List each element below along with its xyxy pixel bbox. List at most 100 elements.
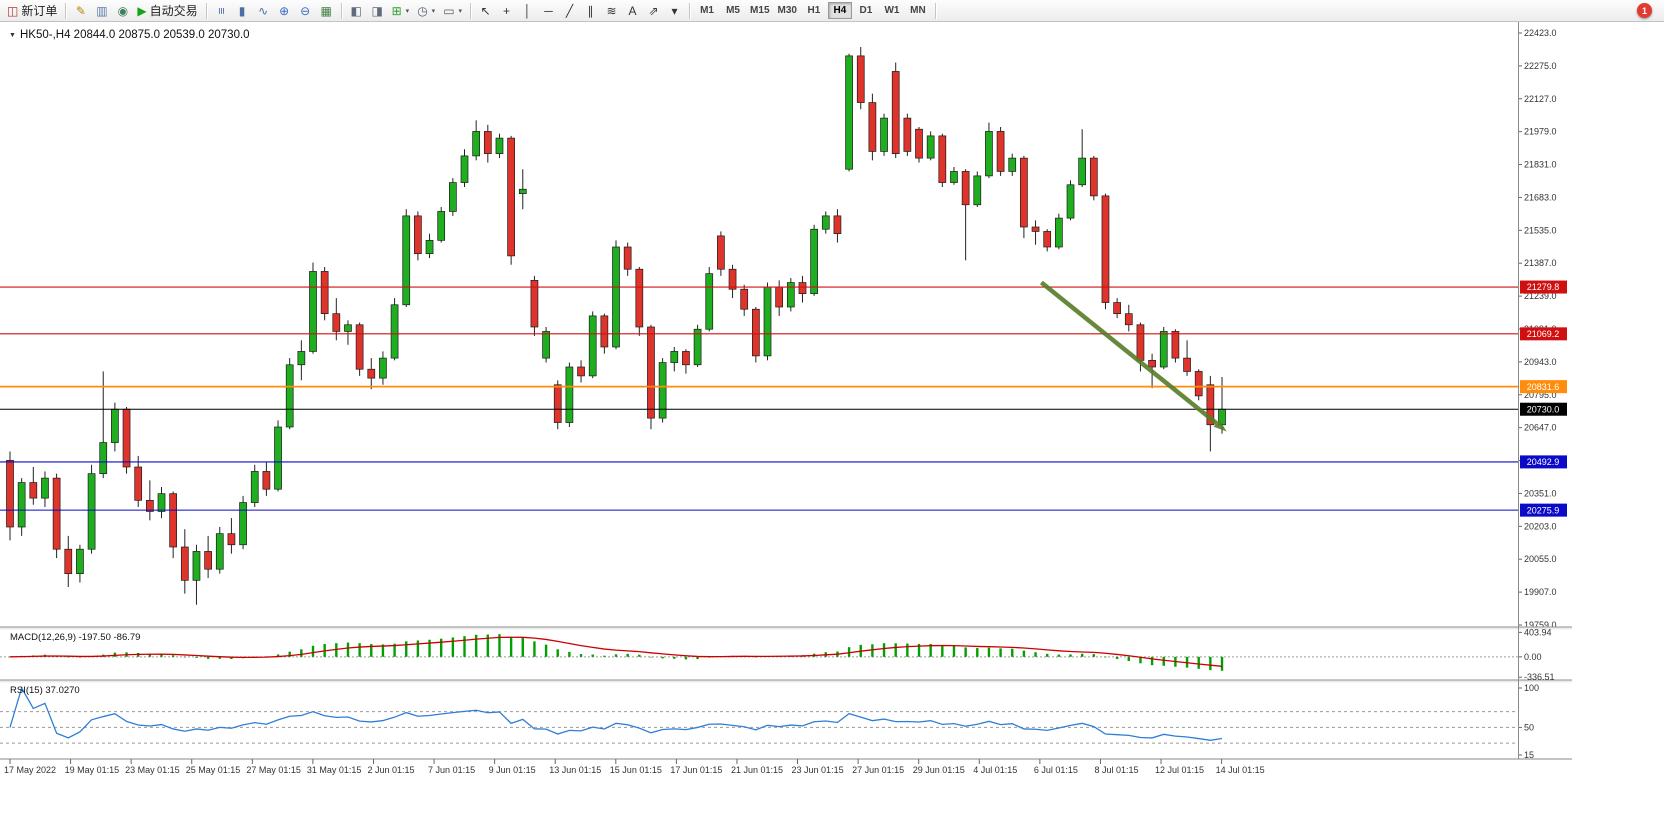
cascade-chart-button[interactable]: ◨ — [367, 1, 388, 20]
candle-body — [169, 493, 178, 548]
chart-area[interactable]: 22423.0 22275.0 22127.0 21979.0 21831.0 21683… — [0, 22, 1664, 833]
vertical-line-button[interactable]: │ — [517, 1, 538, 20]
shapes-dropdown-button[interactable]: ▾ — [664, 1, 685, 20]
line-chart-icon: ∿ — [258, 3, 269, 18]
line-price-label: 20831.6 — [1527, 382, 1560, 392]
trend-arrow-object[interactable] — [1039, 280, 1227, 432]
macd-axis-label: -336.51 — [1524, 672, 1555, 682]
macd-bar — [696, 656, 699, 660]
line-price-label-box — [1520, 280, 1567, 294]
bar-chart-button[interactable]: ≡ — [211, 1, 232, 20]
macd-bar — [78, 656, 82, 658]
candle-body — [961, 171, 970, 206]
horizontal-line-button[interactable]: ─ — [538, 1, 559, 20]
candle-body — [1148, 359, 1156, 368]
candle-body — [17, 482, 26, 528]
candle-body — [880, 117, 888, 152]
macd-bar — [358, 643, 361, 657]
candle-body — [1101, 195, 1110, 303]
periods-button[interactable]: ◷ ▾ — [413, 1, 439, 20]
cursor-button[interactable]: ↖ — [475, 1, 496, 20]
candlestick-chart-icon: ▮ — [238, 3, 246, 18]
macd-bar — [1209, 656, 1212, 671]
price-tick-label: 19907.0 — [1524, 587, 1557, 597]
autotrading-button[interactable]: ▶ 自动交易 — [133, 1, 201, 20]
zoom-in-button[interactable]: ⊕ — [274, 1, 295, 20]
candle-body — [41, 477, 49, 499]
autotrading-play-icon: ▶ — [137, 3, 147, 18]
candle-body — [763, 286, 772, 357]
candle-body — [775, 286, 784, 308]
price-tick-label: 21979.0 — [1524, 127, 1557, 137]
indicators-button[interactable]: ⊞ ▾ — [388, 1, 414, 20]
macd-bar — [300, 649, 303, 657]
macd-bar — [906, 643, 909, 657]
candle-body — [1008, 157, 1017, 172]
crosshair-button[interactable]: + — [496, 1, 517, 20]
macd-bar — [987, 647, 991, 657]
timeframe-m5[interactable]: M5 — [721, 2, 745, 19]
data-window-button[interactable]: ▥ — [91, 1, 112, 20]
macd-bar — [1011, 648, 1014, 657]
time-tick-label: 15 Jun 01:15 — [610, 765, 662, 775]
line-price-label-box — [1520, 380, 1567, 394]
candlestick-chart-button[interactable]: ▮ — [232, 1, 253, 20]
candle-body — [542, 331, 550, 359]
macd-bar — [230, 656, 233, 660]
candle-body — [658, 362, 667, 419]
candle-body — [1124, 313, 1133, 326]
candle-body — [134, 466, 143, 501]
candle-body — [239, 502, 247, 546]
candle-body — [821, 215, 830, 230]
time-tick-label: 7 Jun 01:15 — [428, 765, 475, 775]
macd-bar — [346, 642, 350, 657]
time-tick-label: 9 Jun 01:15 — [489, 765, 536, 775]
options-button[interactable]: ◉ — [112, 1, 133, 20]
price-tick-label: 22127.0 — [1524, 94, 1557, 104]
pane-divider-band — [0, 627, 1572, 630]
candle-body — [973, 175, 982, 206]
tile-windows-button[interactable]: ▦ — [316, 1, 337, 20]
zoom-out-button[interactable]: ⊖ — [295, 1, 316, 20]
rsi-axis-label: 15 — [1524, 750, 1534, 760]
time-tick-label: 2 Jun 01:15 — [367, 765, 414, 775]
new-order-button[interactable]: ◫ 新订单 — [3, 1, 61, 20]
macd-bar — [603, 655, 606, 657]
notification-badge[interactable]: 1 — [1637, 3, 1652, 18]
channel-button[interactable]: ∥ — [580, 1, 601, 20]
timeframe-m15[interactable]: M15 — [747, 2, 772, 19]
candle-body — [111, 408, 119, 443]
candle-body — [1043, 231, 1052, 248]
chart-canvas[interactable]: 22423.0 22275.0 22127.0 21979.0 21831.0 21683… — [0, 22, 1664, 833]
price-tick-label: 20795.0 — [1524, 390, 1557, 400]
timeframe-mn[interactable]: MN — [906, 2, 930, 19]
timeframe-m30[interactable]: M30 — [775, 2, 800, 19]
arrange-chart-button[interactable]: ◧ — [346, 1, 367, 20]
timeframe-w1[interactable]: W1 — [880, 2, 904, 19]
metaeditor-button[interactable]: ✎ — [70, 1, 91, 20]
candle-body — [903, 117, 912, 152]
timeframe-m1[interactable]: M1 — [695, 2, 719, 19]
time-tick-label: 8 Jul 01:15 — [1094, 765, 1138, 775]
arrows-tool-button[interactable]: ⇗ — [643, 1, 664, 20]
timeframe-d1[interactable]: D1 — [854, 2, 878, 19]
candle-body — [145, 499, 154, 512]
candle-body — [390, 304, 399, 359]
timeframe-h4[interactable]: H4 — [827, 2, 852, 19]
macd-bar — [941, 645, 944, 657]
trendline-button[interactable]: ╱ — [559, 1, 580, 20]
candle-body — [449, 182, 457, 212]
templates-button[interactable]: ▭ ▾ — [439, 1, 466, 20]
fibonacci-button[interactable]: ≋ — [601, 1, 622, 20]
trend-arrow-line — [1039, 280, 1218, 426]
text-tool-button[interactable]: A — [622, 1, 643, 20]
candle-body — [227, 533, 236, 546]
main-toolbar: ◫ 新订单 ✎ ▥ ◉ ▶ 自动交易 ≡ ▮ ∿ ⊕ ⊖ ▦ ◧ ◨ ⊞ ▾ ◷ ▾ ▭ ▾ ↖ + │ ─ ╱ ∥ ≋ A ⇗ ▾ M1 M5… — [0, 0, 1664, 22]
toolbar-separator — [689, 2, 691, 19]
timeframe-h1[interactable]: H1 — [802, 2, 826, 19]
templates-caret-icon: ▾ — [458, 7, 463, 15]
candle-body — [693, 328, 702, 366]
time-tick-label: 13 Jun 01:15 — [549, 765, 601, 775]
candle-body — [553, 384, 562, 423]
line-chart-button[interactable]: ∿ — [253, 1, 274, 20]
